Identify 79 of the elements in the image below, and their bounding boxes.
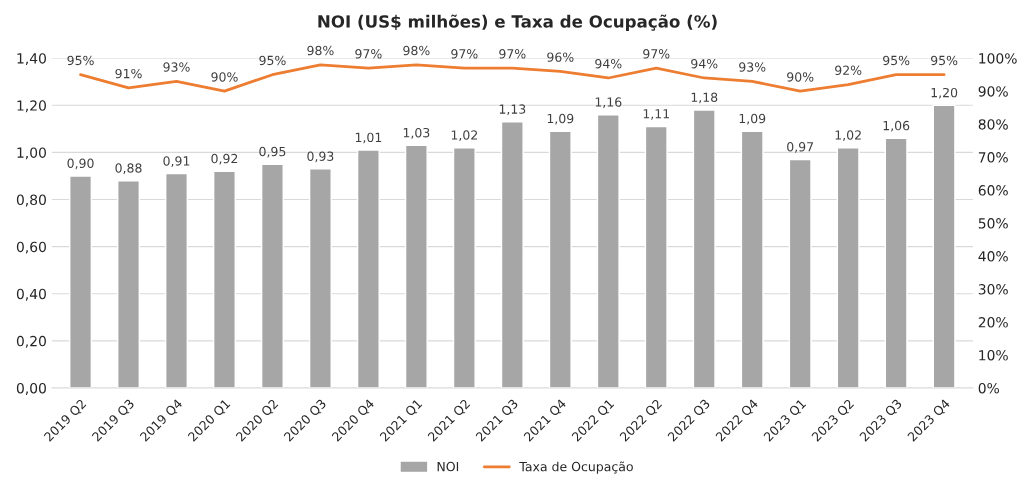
y-tick-label: 0,20: [16, 335, 46, 348]
bar: [164, 172, 188, 388]
data-label: 97%: [355, 49, 382, 59]
data-label: 97%: [451, 49, 478, 59]
data-label: 97%: [643, 49, 670, 59]
bar: [740, 130, 764, 388]
y2-tick-label: 60%: [978, 185, 1008, 196]
data-label: 95%: [67, 55, 94, 66]
data-label: 1,20: [931, 87, 958, 99]
y2-tick-label: 40%: [978, 251, 1008, 262]
bar: [404, 144, 428, 388]
y2-tick-label: 50%: [978, 218, 1008, 229]
data-label: 95%: [259, 55, 286, 66]
data-label: 91%: [115, 68, 142, 79]
data-label: 1,02: [451, 130, 478, 142]
data-label: 98%: [307, 45, 334, 56]
bar: [788, 158, 812, 388]
y-tick-label: 0,00: [16, 382, 46, 395]
data-label: 0,92: [211, 153, 238, 165]
data-label: 0,95: [259, 146, 286, 158]
data-label: 90%: [211, 72, 238, 82]
y2-tick-label: 0%: [978, 382, 1000, 394]
data-label: 1,13: [499, 104, 526, 116]
data-label: 94%: [595, 58, 622, 69]
data-label: 0,88: [115, 163, 142, 174]
y-tick-label: 0,40: [16, 288, 46, 301]
chart-title: NOI (US$ milhões) e Taxa de Ocupação (%): [318, 14, 717, 31]
y2-tick-label: 30%: [978, 284, 1008, 295]
bar: [69, 175, 93, 388]
y2-tick-label: 90%: [978, 86, 1008, 97]
data-label: 1,02: [835, 130, 861, 142]
y2-tick-label: 80%: [978, 119, 1008, 130]
bar: [836, 147, 860, 388]
y-tick-label: 0,80: [16, 194, 46, 207]
bar: [117, 180, 141, 388]
bar: [212, 170, 236, 388]
data-label: 1,18: [691, 92, 718, 104]
data-label: 93%: [163, 62, 190, 72]
y2-tick-label: 100%: [979, 53, 1017, 64]
data-label: 95%: [931, 55, 958, 66]
data-label: 95%: [883, 55, 910, 66]
data-label: 93%: [739, 62, 766, 72]
y2-tick-label: 70%: [978, 152, 1008, 163]
data-label: 1,09: [547, 113, 574, 125]
y-tick-label: 1,40: [17, 53, 46, 66]
bar: [452, 147, 476, 388]
data-label: 1,09: [739, 113, 766, 125]
data-label: 1,11: [643, 109, 670, 120]
bar: [308, 168, 332, 388]
bar: [500, 121, 524, 388]
data-label: 90%: [787, 72, 814, 82]
bar: [596, 114, 620, 388]
data-label: 0,90: [67, 158, 94, 170]
y-tick-label: 0,60: [16, 241, 46, 254]
legend-label: NOI: [437, 461, 459, 472]
y-tick-label: 1,00: [17, 147, 46, 160]
legend-label: Taxa de Ocupação: [519, 461, 633, 474]
bar: [548, 130, 572, 388]
data-label: 1,06: [883, 120, 910, 132]
y2-tick-label: 10%: [979, 349, 1008, 361]
data-label: 1,03: [403, 127, 430, 139]
data-label: 1,16: [595, 97, 622, 109]
data-label: 98%: [403, 45, 430, 56]
y2-tick-label: 20%: [978, 317, 1008, 328]
bar: [692, 109, 716, 388]
data-label: 96%: [547, 52, 574, 62]
bar: [260, 163, 284, 388]
bar: [884, 137, 908, 388]
y-tick-label: 1,20: [17, 100, 46, 113]
data-label: 1,01: [355, 132, 382, 144]
data-label: 0,91: [163, 156, 190, 167]
bar: [932, 104, 956, 388]
data-label: 94%: [691, 58, 718, 69]
data-label: 92%: [835, 65, 862, 76]
data-label: 0,93: [307, 151, 334, 163]
data-label: 97%: [499, 49, 526, 59]
bar: [644, 125, 668, 388]
data-label: 0,97: [787, 142, 814, 153]
bar: [356, 149, 380, 388]
